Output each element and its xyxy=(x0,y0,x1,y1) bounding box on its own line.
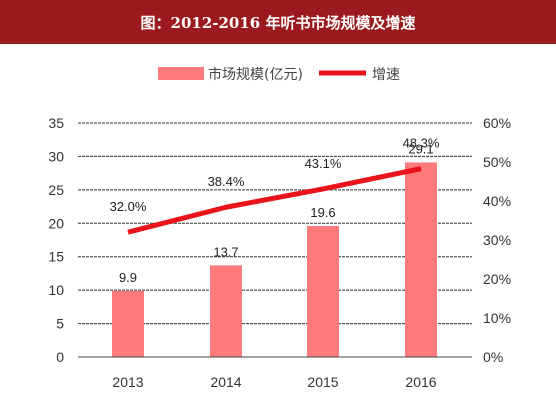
bar-value-label: 29.1 xyxy=(408,141,433,156)
growth-line xyxy=(127,166,422,235)
bar xyxy=(405,162,437,357)
y-left-tick-label: 15 xyxy=(48,249,64,265)
x-tick-label: 2014 xyxy=(210,374,241,390)
y-right-tick-label: 10% xyxy=(483,310,511,326)
y-right-tick-label: 50% xyxy=(483,154,511,170)
bar-value-label: 13.7 xyxy=(213,244,238,259)
y-right-tick-label: 20% xyxy=(483,271,511,287)
y-left-tick-label: 30 xyxy=(48,148,64,164)
y-right-tick-label: 60% xyxy=(483,115,511,131)
bar xyxy=(307,225,339,357)
bar-value-label: 19.6 xyxy=(310,205,335,220)
growth-value-label: 48.3% xyxy=(403,136,440,151)
bar xyxy=(210,265,242,357)
x-tick-label: 2015 xyxy=(307,374,338,390)
y-left-tick-label: 20 xyxy=(48,215,64,231)
bar-value-label: 9.9 xyxy=(119,270,137,285)
growth-value-label: 38.4% xyxy=(208,174,245,189)
y-left-tick-label: 10 xyxy=(48,282,64,298)
y-left-tick-label: 35 xyxy=(48,115,64,131)
growth-value-label: 43.1% xyxy=(305,156,342,171)
x-tick-label: 2016 xyxy=(405,374,436,390)
x-tick-label: 2013 xyxy=(112,374,143,390)
y-right-tick-label: 40% xyxy=(483,193,511,209)
bar xyxy=(112,290,144,357)
y-right-tick-label: 30% xyxy=(483,232,511,248)
y-left-tick-label: 25 xyxy=(48,182,64,198)
y-left-tick-label: 5 xyxy=(56,316,64,332)
legend-line-label: 增速 xyxy=(372,67,400,83)
growth-value-label: 32.0% xyxy=(110,199,147,214)
legend-bar-swatch xyxy=(158,67,204,80)
legend-bar-label: 市场规模(亿元) xyxy=(208,66,303,83)
chart-title: 图：2012-2016 年听书市场规模及增速 xyxy=(0,0,556,44)
y-right-tick-label: 0% xyxy=(483,349,503,365)
y-left-tick-label: 0 xyxy=(56,349,64,365)
